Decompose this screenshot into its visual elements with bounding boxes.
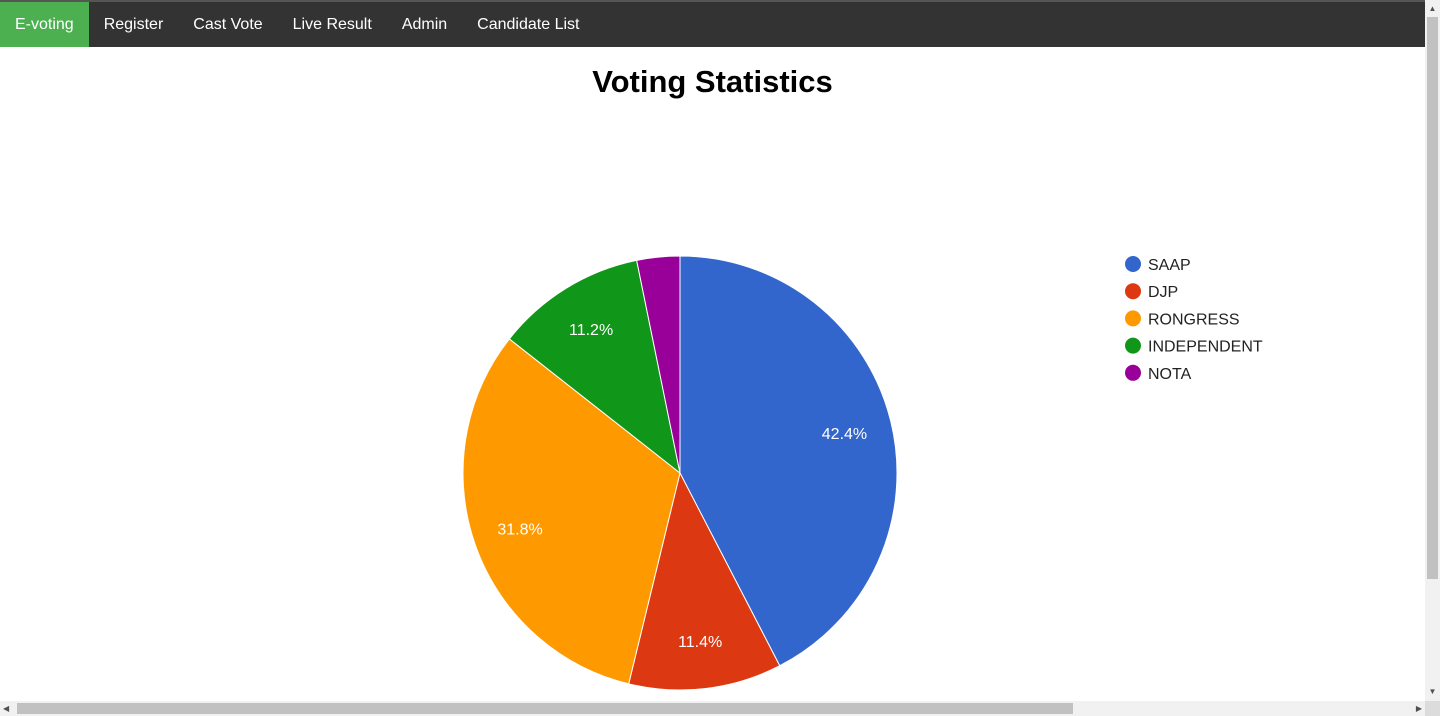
slice-label-independent: 11.2%	[569, 322, 613, 339]
slice-label-saap: 42.4%	[822, 426, 867, 443]
horizontal-scrollbar[interactable]: ◀ ▶	[0, 701, 1425, 716]
legend-label-nota[interactable]: NOTA	[1148, 366, 1192, 383]
top-navbar: E-voting Register Cast Vote Live Result …	[0, 2, 1425, 47]
pie-slice-independent[interactable]	[508, 259, 681, 475]
legend-swatch-saap	[1125, 256, 1141, 272]
scrollbar-corner	[1425, 701, 1440, 716]
legend-swatch-independent	[1125, 337, 1141, 354]
legend-swatch-nota	[1125, 364, 1141, 381]
scroll-right-arrow-icon[interactable]: ▶	[1415, 704, 1422, 713]
pie-chart: 42.4% 11.4% 31.8% 11.2% SAAP DJP RONGRESS INDEP…	[462, 255, 1263, 691]
legend-label-rongress[interactable]: RONGRESS	[1148, 311, 1240, 328]
nav-register[interactable]: Register	[103, 15, 164, 33]
legend-label-independent[interactable]: INDEPENDENT	[1148, 339, 1263, 356]
page-title: Voting Statistics	[592, 64, 833, 99]
pie-slice-rongress[interactable]	[462, 338, 681, 685]
scroll-down-arrow-icon[interactable]: ▼	[1428, 687, 1437, 696]
vertical-scrollbar[interactable]: ▲ ▼	[1425, 0, 1440, 701]
pie-slice-nota[interactable]	[636, 255, 681, 474]
slice-label-djp: 11.4%	[678, 634, 722, 651]
legend-swatch-djp	[1125, 283, 1141, 300]
pie-slice-djp[interactable]	[628, 471, 781, 691]
scroll-left-arrow-icon[interactable]: ◀	[3, 704, 10, 713]
nav-e-voting[interactable]: E-voting	[0, 2, 89, 47]
vertical-scroll-thumb[interactable]	[1427, 17, 1438, 579]
scroll-up-arrow-icon[interactable]: ▲	[1428, 4, 1437, 13]
pie-slice-saap[interactable]	[679, 255, 898, 667]
slice-label-rongress: 31.8%	[497, 521, 542, 538]
horizontal-scroll-thumb[interactable]	[17, 703, 1073, 714]
legend-label-saap[interactable]: SAAP	[1148, 257, 1191, 274]
legend-label-djp[interactable]: DJP	[1148, 284, 1178, 301]
legend-swatch-rongress	[1125, 310, 1141, 327]
nav-cast-vote[interactable]: Cast Vote	[193, 15, 263, 33]
window-top-border	[0, 0, 1425, 2]
nav-candidate-list[interactable]: Candidate List	[477, 15, 580, 33]
nav-admin[interactable]: Admin	[401, 15, 448, 33]
nav-live-result[interactable]: Live Result	[292, 15, 372, 33]
